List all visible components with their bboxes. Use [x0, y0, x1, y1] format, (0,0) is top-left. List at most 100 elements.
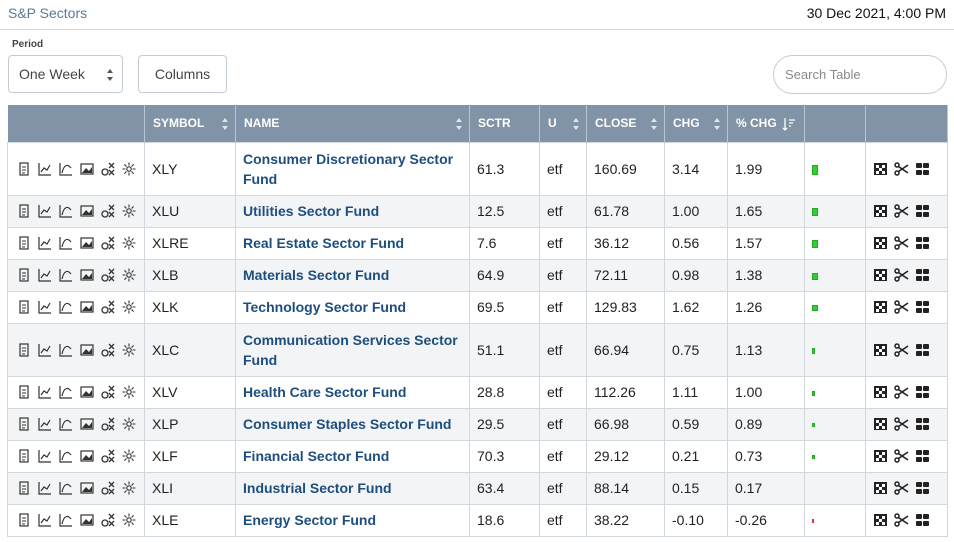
- image-chart-icon[interactable]: [80, 417, 94, 431]
- seasonality-icon[interactable]: [122, 162, 136, 176]
- image-chart-icon[interactable]: [80, 343, 94, 357]
- scissors-icon[interactable]: [894, 204, 909, 218]
- grid-icon[interactable]: [915, 513, 930, 527]
- scissors-icon[interactable]: [894, 449, 909, 463]
- scissors-icon[interactable]: [894, 268, 909, 282]
- fund-name-link[interactable]: Communication Services Sector Fund: [243, 331, 458, 368]
- grid-icon[interactable]: [915, 268, 930, 282]
- candlestick-chart-icon[interactable]: [59, 204, 73, 218]
- line-chart-icon[interactable]: [38, 385, 52, 399]
- point-figure-icon[interactable]: [101, 481, 115, 495]
- grid-icon[interactable]: [915, 236, 930, 250]
- fund-name-link[interactable]: Materials Sector Fund: [243, 267, 390, 283]
- fund-name-link[interactable]: Technology Sector Fund: [243, 299, 407, 315]
- symbol-cell[interactable]: XLC: [144, 322, 236, 377]
- point-figure-icon[interactable]: [101, 343, 115, 357]
- checkers-icon[interactable]: [873, 481, 888, 495]
- fund-name-link[interactable]: Energy Sector Fund: [243, 512, 377, 528]
- header-name[interactable]: NAME: [235, 105, 470, 142]
- checkers-icon[interactable]: [873, 449, 888, 463]
- line-chart-icon[interactable]: [38, 300, 52, 314]
- document-icon[interactable]: [17, 449, 31, 463]
- grid-icon[interactable]: [915, 343, 930, 357]
- candlestick-chart-icon[interactable]: [59, 236, 73, 250]
- image-chart-icon[interactable]: [80, 300, 94, 314]
- image-chart-icon[interactable]: [80, 162, 94, 176]
- fund-name-link[interactable]: Industrial Sector Fund: [243, 480, 392, 496]
- header-sctr[interactable]: SCTR: [469, 105, 540, 142]
- seasonality-icon[interactable]: [122, 300, 136, 314]
- seasonality-icon[interactable]: [122, 268, 136, 282]
- checkers-icon[interactable]: [873, 513, 888, 527]
- candlestick-chart-icon[interactable]: [59, 513, 73, 527]
- symbol-cell[interactable]: XLI: [144, 471, 236, 505]
- grid-icon[interactable]: [915, 300, 930, 314]
- candlestick-chart-icon[interactable]: [59, 343, 73, 357]
- image-chart-icon[interactable]: [80, 204, 94, 218]
- image-chart-icon[interactable]: [80, 268, 94, 282]
- symbol-cell[interactable]: XLY: [144, 141, 236, 196]
- document-icon[interactable]: [17, 204, 31, 218]
- header-chg[interactable]: CHG: [664, 105, 728, 142]
- point-figure-icon[interactable]: [101, 300, 115, 314]
- header-pct-chg[interactable]: % CHG: [727, 105, 805, 142]
- candlestick-chart-icon[interactable]: [59, 162, 73, 176]
- point-figure-icon[interactable]: [101, 513, 115, 527]
- line-chart-icon[interactable]: [38, 343, 52, 357]
- symbol-cell[interactable]: XLK: [144, 290, 236, 324]
- image-chart-icon[interactable]: [80, 449, 94, 463]
- image-chart-icon[interactable]: [80, 236, 94, 250]
- symbol-cell[interactable]: XLE: [144, 503, 236, 537]
- seasonality-icon[interactable]: [122, 204, 136, 218]
- seasonality-icon[interactable]: [122, 343, 136, 357]
- scissors-icon[interactable]: [894, 513, 909, 527]
- candlestick-chart-icon[interactable]: [59, 417, 73, 431]
- point-figure-icon[interactable]: [101, 449, 115, 463]
- document-icon[interactable]: [17, 268, 31, 282]
- candlestick-chart-icon[interactable]: [59, 268, 73, 282]
- document-icon[interactable]: [17, 236, 31, 250]
- line-chart-icon[interactable]: [38, 204, 52, 218]
- line-chart-icon[interactable]: [38, 449, 52, 463]
- point-figure-icon[interactable]: [101, 417, 115, 431]
- checkers-icon[interactable]: [873, 204, 888, 218]
- symbol-cell[interactable]: XLP: [144, 407, 236, 441]
- line-chart-icon[interactable]: [38, 268, 52, 282]
- seasonality-icon[interactable]: [122, 481, 136, 495]
- seasonality-icon[interactable]: [122, 513, 136, 527]
- point-figure-icon[interactable]: [101, 204, 115, 218]
- symbol-cell[interactable]: XLRE: [144, 226, 236, 260]
- checkers-icon[interactable]: [873, 343, 888, 357]
- search-input[interactable]: [773, 55, 947, 94]
- checkers-icon[interactable]: [873, 162, 888, 176]
- candlestick-chart-icon[interactable]: [59, 300, 73, 314]
- scissors-icon[interactable]: [894, 417, 909, 431]
- header-close[interactable]: CLOSE: [586, 105, 665, 142]
- document-icon[interactable]: [17, 161, 31, 176]
- seasonality-icon[interactable]: [122, 449, 136, 463]
- fund-name-link[interactable]: Consumer Staples Sector Fund: [243, 416, 452, 432]
- line-chart-icon[interactable]: [38, 162, 52, 176]
- checkers-icon[interactable]: [873, 236, 888, 250]
- line-chart-icon[interactable]: [38, 417, 52, 431]
- image-chart-icon[interactable]: [80, 513, 94, 527]
- point-figure-icon[interactable]: [101, 162, 115, 176]
- period-select[interactable]: One Week: [8, 55, 123, 93]
- seasonality-icon[interactable]: [122, 417, 136, 431]
- grid-icon[interactable]: [915, 385, 930, 399]
- image-chart-icon[interactable]: [80, 481, 94, 495]
- header-u[interactable]: U: [539, 105, 587, 142]
- point-figure-icon[interactable]: [101, 236, 115, 250]
- point-figure-icon[interactable]: [101, 268, 115, 282]
- line-chart-icon[interactable]: [38, 481, 52, 495]
- scissors-icon[interactable]: [894, 300, 909, 314]
- document-icon[interactable]: [17, 481, 31, 495]
- scissors-icon[interactable]: [894, 161, 909, 176]
- line-chart-icon[interactable]: [38, 513, 52, 527]
- checkers-icon[interactable]: [873, 300, 888, 314]
- grid-icon[interactable]: [915, 162, 930, 176]
- checkers-icon[interactable]: [873, 417, 888, 431]
- candlestick-chart-icon[interactable]: [59, 385, 73, 399]
- point-figure-icon[interactable]: [101, 385, 115, 399]
- columns-button[interactable]: Columns: [138, 55, 227, 93]
